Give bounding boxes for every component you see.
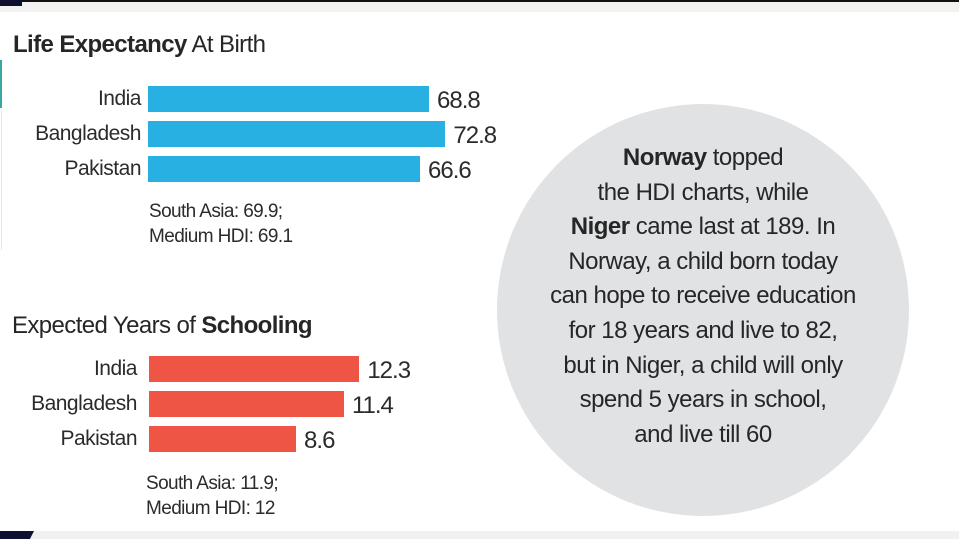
- life-expectancy-bar-india: [148, 86, 430, 112]
- schooling-bar-india: [149, 356, 360, 382]
- callout-emphasis: Niger: [570, 213, 630, 241]
- life-expectancy-note-medium-hdi: Medium HDI: 69.1: [149, 226, 293, 247]
- bottom-strip: [0, 531, 959, 539]
- schooling-category-label: Bangladesh: [31, 392, 137, 415]
- schooling-title-bold: Schooling: [201, 312, 312, 339]
- callout-line: the HDI charts, while: [497, 176, 909, 211]
- life-expectancy-note-south-asia: South Asia: 69.9;: [149, 201, 283, 222]
- life-expectancy-category-label: Pakistan: [64, 157, 141, 180]
- schooling-category-label: Pakistan: [60, 427, 137, 450]
- life-expectancy-bar-pakistan: [148, 156, 421, 182]
- callout-line: but in Niger, a child will only: [497, 349, 909, 384]
- callout-line-text: Norway, a child born today: [568, 247, 838, 275]
- top-border-rule: [0, 0, 959, 2]
- life-expectancy-note: South Asia: 69.9; Medium HDI: 69.1: [149, 199, 293, 249]
- life-expectancy-value-label: 68.8: [437, 87, 481, 114]
- bottom-corner-mark: [0, 531, 34, 539]
- callout-line: Norway, a child born today: [497, 245, 909, 280]
- life-expectancy-category-label: Bangladesh: [35, 122, 141, 145]
- schooling-note: South Asia: 11.9; Medium HDI: 12: [146, 471, 279, 521]
- callout-line-text: topped: [706, 144, 784, 171]
- callout-emphasis: Norway: [622, 144, 707, 171]
- life-expectancy-category-label: India: [97, 87, 142, 110]
- callout-line: Niger came last at 189. In: [497, 210, 909, 245]
- life-expectancy-value-label: 72.8: [453, 122, 497, 149]
- schooling-note-medium-hdi: Medium HDI: 12: [146, 498, 275, 519]
- schooling-value-label: 12.3: [367, 357, 411, 384]
- callout-line-text: came last at 189. In: [629, 213, 836, 241]
- callout-line-text: for 18 years and live to 82,: [568, 316, 838, 344]
- callout-text: Norway topped the HDI charts, while Niger …: [497, 141, 909, 452]
- life-expectancy-title: Life Expectancy At Birth: [13, 31, 266, 59]
- schooling-title: Expected Years of Schooling: [12, 312, 313, 340]
- top-corner-mark: [0, 0, 22, 6]
- schooling-value-label: 8.6: [304, 427, 335, 454]
- callout-line: and live till 60: [497, 418, 909, 453]
- schooling-category-label: India: [93, 357, 138, 380]
- left-divider-line: [1, 110, 2, 250]
- life-expectancy-bar-bangladesh: [148, 121, 446, 147]
- schooling-bar-pakistan: [149, 426, 297, 452]
- callout-circle: [497, 104, 909, 516]
- callout-line-text: but in Niger, a child will only: [563, 351, 843, 379]
- callout-line-text: spend 5 years in school,: [579, 386, 827, 414]
- schooling-bar-bangladesh: [149, 391, 344, 417]
- callout-line: for 18 years and live to 82,: [497, 314, 909, 349]
- schooling-note-south-asia: South Asia: 11.9;: [146, 473, 279, 494]
- top-strip: [0, 2, 959, 12]
- callout-line: spend 5 years in school,: [497, 383, 909, 418]
- life-expectancy-title-rest: At Birth: [186, 31, 266, 58]
- left-accent-line: [0, 60, 2, 108]
- callout-line-text: can hope to receive education: [550, 282, 856, 310]
- life-expectancy-title-bold: Life Expectancy: [13, 31, 187, 58]
- life-expectancy-value-label: 66.6: [428, 157, 472, 184]
- callout-line: can hope to receive education: [497, 279, 909, 314]
- schooling-value-label: 11.4: [351, 392, 394, 419]
- callout-line: Norway topped: [497, 141, 909, 176]
- schooling-title-rest: Expected Years of: [12, 312, 202, 339]
- callout-line-text: the HDI charts, while: [597, 178, 809, 206]
- callout-line-text: and live till 60: [634, 420, 772, 448]
